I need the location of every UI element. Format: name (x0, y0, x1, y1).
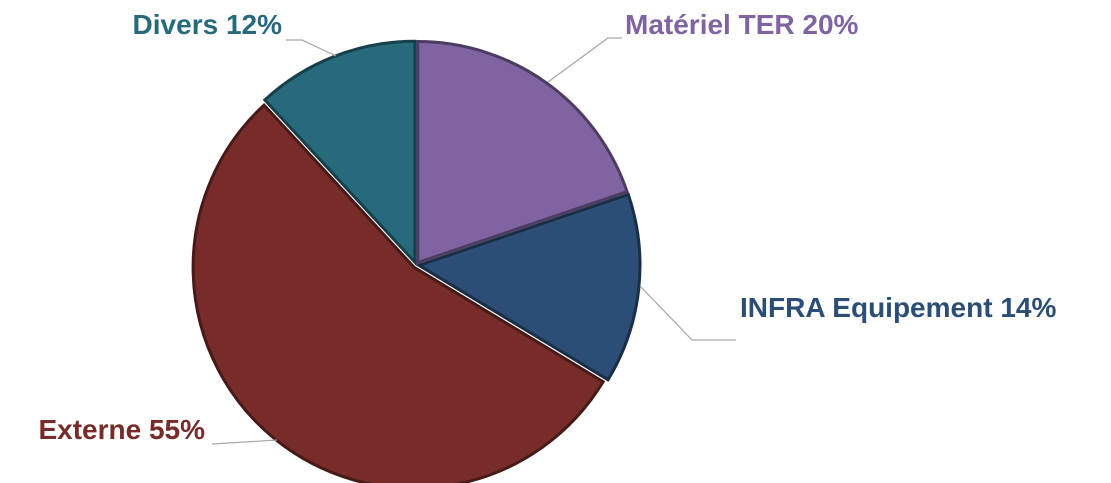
leader-line (547, 37, 622, 83)
pie-slice (191, 102, 606, 483)
value-label: 12% (226, 9, 282, 40)
value-label: 14% (1000, 292, 1056, 323)
category-label: Divers (133, 9, 219, 40)
data-label: Externe 55% (38, 414, 205, 445)
value-label: 20% (802, 9, 858, 40)
pie-slice (416, 40, 629, 265)
leader-line (211, 439, 278, 445)
leader-line (286, 39, 337, 57)
data-label: Matériel TER 20% (625, 9, 859, 40)
leader-line (639, 285, 736, 341)
category-label: INFRA Equipement (740, 292, 993, 323)
data-label: Divers 12% (133, 9, 283, 40)
data-label: INFRA Equipement 14% (740, 292, 1056, 323)
category-label: Matériel TER (625, 9, 795, 40)
category-label: Externe (38, 414, 141, 445)
pie-slice (415, 192, 642, 382)
pie-slice (262, 39, 417, 267)
value-label: 55% (149, 414, 205, 445)
